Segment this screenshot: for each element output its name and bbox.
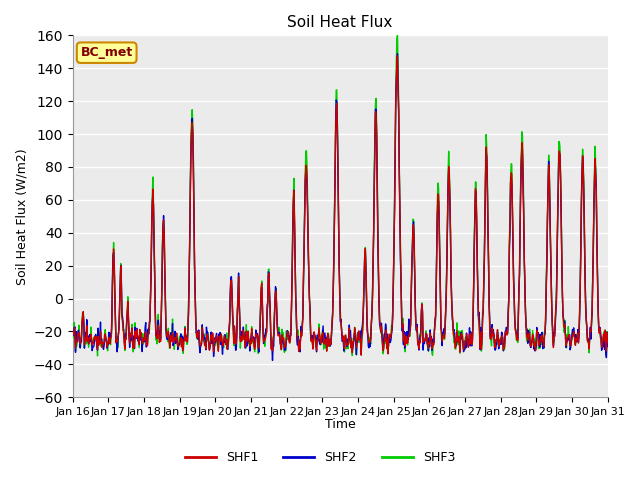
Text: BC_met: BC_met [81, 46, 133, 59]
Y-axis label: Soil Heat Flux (W/m2): Soil Heat Flux (W/m2) [15, 148, 28, 285]
X-axis label: Time: Time [324, 419, 355, 432]
Legend: SHF1, SHF2, SHF3: SHF1, SHF2, SHF3 [180, 446, 460, 469]
Title: Soil Heat Flux: Soil Heat Flux [287, 15, 393, 30]
